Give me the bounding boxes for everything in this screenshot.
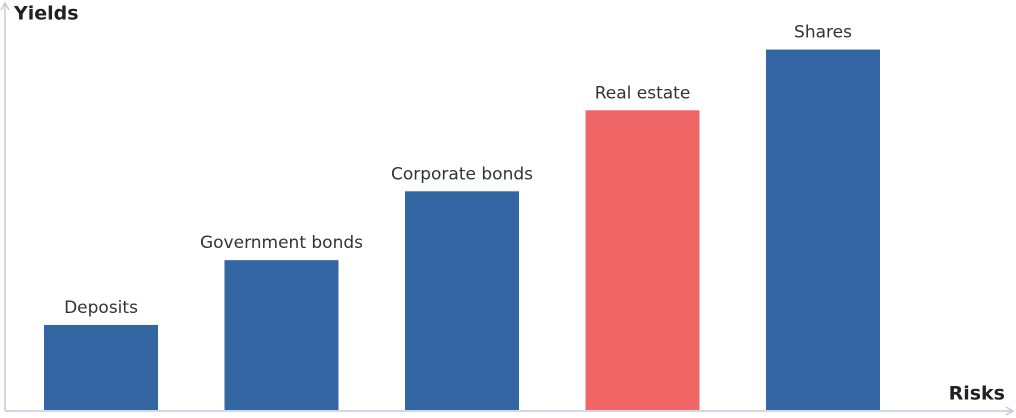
bar xyxy=(224,260,339,410)
bar xyxy=(766,49,880,411)
bar-label: Real estate xyxy=(595,83,691,103)
bar xyxy=(405,191,519,410)
bar xyxy=(44,324,158,410)
bar-label: Shares xyxy=(794,23,852,43)
x-axis-arrow xyxy=(1005,406,1015,416)
y-axis-label: Yields xyxy=(13,3,79,25)
bar xyxy=(585,110,700,411)
y-axis-arrow xyxy=(0,1,10,11)
x-axis-label: Risks xyxy=(949,383,1005,405)
bar-label: Corporate bonds xyxy=(391,164,533,184)
bar-label: Deposits xyxy=(64,298,138,318)
bar-label: Government bonds xyxy=(200,233,363,253)
